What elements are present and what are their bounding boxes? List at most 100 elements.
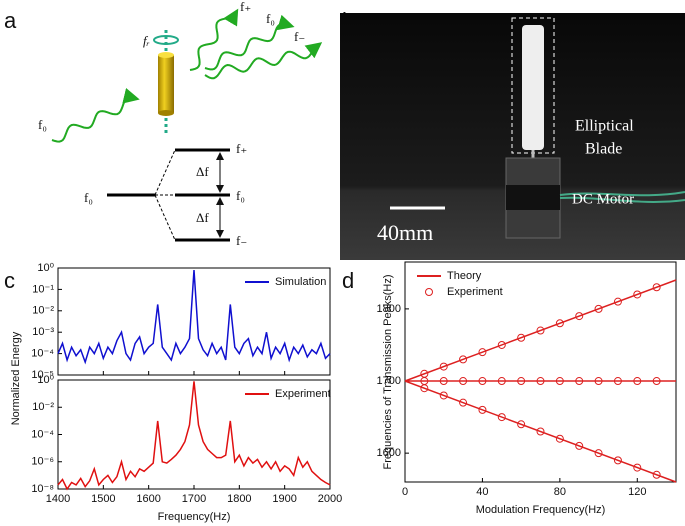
- level-label: f₀: [84, 190, 93, 205]
- point: [497, 413, 506, 422]
- level-label: f₋: [236, 233, 247, 248]
- x-tick-label: 1500: [91, 493, 115, 505]
- point: [517, 333, 526, 342]
- photo-label: DC Motor: [572, 191, 634, 207]
- point: [536, 326, 545, 335]
- x-tick-label: 0: [402, 486, 408, 498]
- cylinder-bottom: [158, 110, 174, 116]
- y-tick-label: 10⁻²: [32, 401, 54, 413]
- series-line: [57, 270, 331, 365]
- plot-frame: [404, 261, 677, 483]
- point: [497, 377, 506, 386]
- y-tick-label: 10⁻⁵: [31, 369, 54, 381]
- point: [459, 377, 468, 386]
- wave-label: f₊: [240, 0, 251, 14]
- wave: [204, 14, 295, 71]
- y-tick-label: 10⁻¹: [32, 283, 54, 295]
- point: [536, 377, 545, 386]
- point: [575, 377, 584, 386]
- legend-label: Experiment: [275, 388, 331, 400]
- level-label: f₊: [236, 141, 247, 156]
- y-axis-label: Frequencies of Transmission Peaks(Hz): [382, 274, 394, 469]
- x-tick-label: 1700: [182, 493, 206, 505]
- y-tick-label: 10⁻³: [32, 326, 54, 338]
- wave-label: f₀: [266, 11, 275, 26]
- point: [555, 319, 564, 328]
- photo-label: Blade: [585, 141, 622, 158]
- wave-label: f₀: [38, 117, 47, 132]
- photo-label: Elliptical: [575, 118, 634, 135]
- point: [594, 449, 603, 458]
- point: [478, 405, 487, 414]
- y-tick-label: 10⁻⁴: [31, 348, 54, 360]
- legend-label: Experiment: [447, 286, 503, 298]
- y-tick-label: 10⁻⁴: [31, 428, 54, 440]
- point: [652, 283, 661, 292]
- panel-label: a: [4, 8, 17, 33]
- legend-label: Theory: [447, 270, 482, 282]
- y-tick-label: 1700: [377, 375, 401, 387]
- gap-label: Δf: [196, 210, 209, 225]
- point: [633, 463, 642, 472]
- point: [594, 377, 603, 386]
- point: [613, 377, 622, 386]
- y-tick-label: 10⁰: [37, 262, 54, 274]
- x-tick-label: 120: [628, 486, 646, 498]
- y-tick-label: 10⁰: [37, 374, 54, 386]
- y-tick-label: 1800: [377, 303, 401, 315]
- wave: [51, 87, 140, 143]
- y-tick-label: 1600: [377, 447, 401, 459]
- scale-label: 40mm: [377, 220, 433, 245]
- point: [575, 312, 584, 321]
- y-axis-label: Normalized Energy: [10, 331, 22, 425]
- point: [478, 377, 487, 386]
- point: [439, 391, 448, 400]
- x-tick-label: 80: [554, 486, 566, 498]
- point: [497, 340, 506, 349]
- point: [555, 434, 564, 443]
- blade: [522, 25, 544, 150]
- point: [594, 304, 603, 313]
- point: [613, 297, 622, 306]
- point: [575, 441, 584, 450]
- point: [517, 420, 526, 429]
- wires: [559, 191, 685, 203]
- panel-label: d: [342, 268, 354, 293]
- x-tick-label: 1600: [136, 493, 160, 505]
- point: [555, 377, 564, 386]
- y-tick-label: 10⁻⁶: [31, 456, 54, 468]
- wave-label: f₋: [294, 29, 305, 44]
- x-tick-label: 1400: [46, 493, 70, 505]
- gap-label: Δf: [196, 164, 209, 179]
- rotation-arrow: [153, 35, 179, 45]
- x-tick-label: 2000: [318, 493, 342, 505]
- point: [652, 470, 661, 479]
- y-tick-label: 10⁻⁸: [31, 483, 54, 495]
- point: [633, 377, 642, 386]
- x-tick-label: 1800: [227, 493, 251, 505]
- wave: [204, 42, 323, 80]
- point: [420, 384, 429, 393]
- rotation-label: fᵣ: [143, 33, 150, 48]
- level-label: f₀: [236, 188, 245, 203]
- cylinder: [158, 55, 174, 113]
- wave: [189, 8, 239, 71]
- x-axis-label: Frequency(Hz): [158, 511, 231, 523]
- point: [459, 398, 468, 407]
- waves: [51, 8, 323, 143]
- legend-marker: [425, 288, 433, 296]
- point: [439, 377, 448, 386]
- series-line: [57, 381, 331, 491]
- level-diagram: [107, 148, 230, 242]
- legend-label: Simulation: [275, 276, 326, 288]
- point: [613, 456, 622, 465]
- motor-band: [506, 185, 560, 210]
- series-line: [404, 279, 677, 483]
- x-tick-label: 40: [476, 486, 488, 498]
- point: [517, 377, 526, 386]
- point: [536, 427, 545, 436]
- point: [478, 348, 487, 357]
- panel-label: c: [4, 268, 15, 293]
- x-axis-label: Modulation Frequency(Hz): [476, 504, 606, 516]
